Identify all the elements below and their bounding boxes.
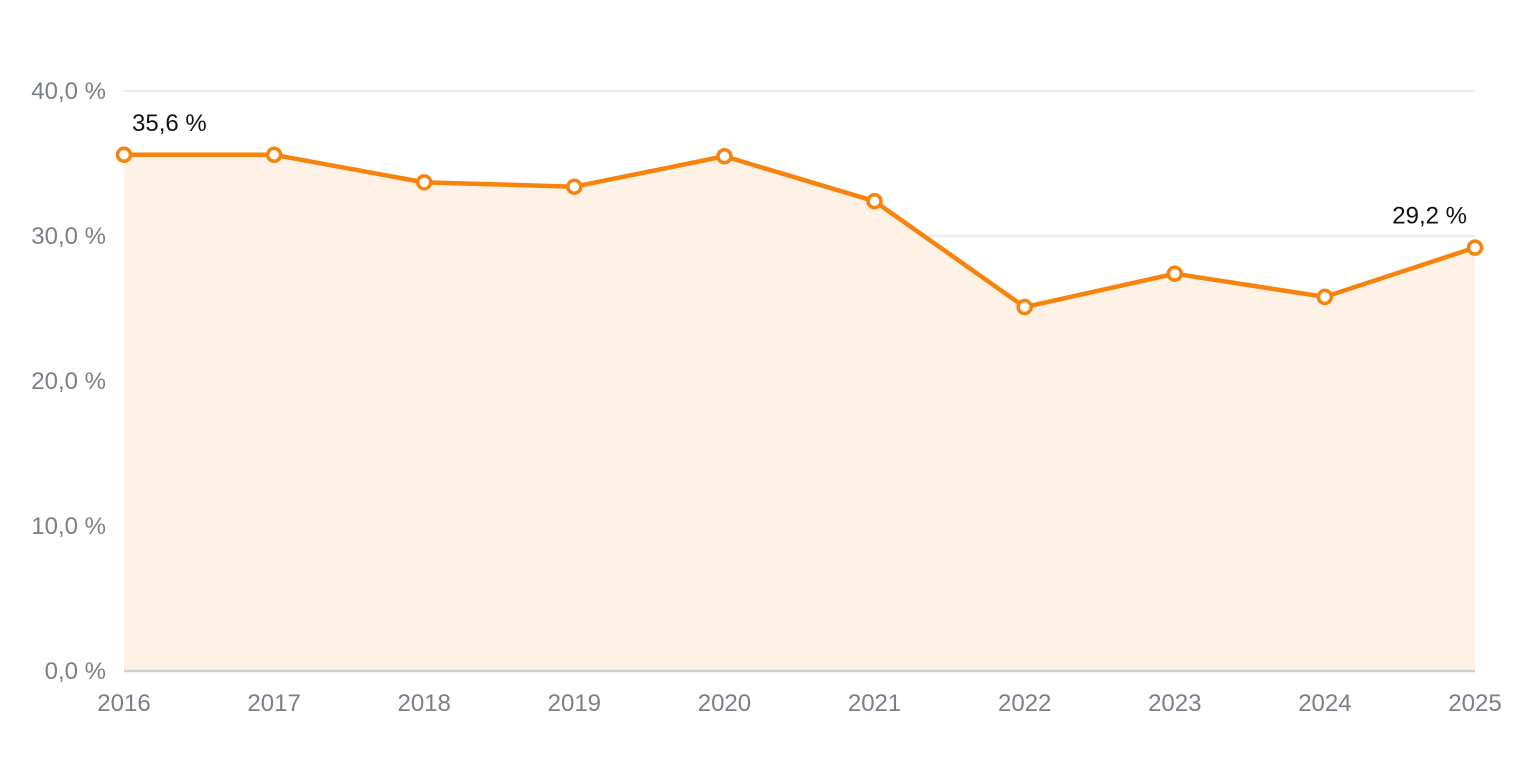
data-point-2020[interactable]: [716, 148, 733, 165]
x-tick-label-2020: 2020: [698, 690, 751, 717]
data-point-2016[interactable]: [115, 146, 133, 164]
y-tick-label: 30,0 %: [31, 223, 106, 250]
data-point-2024[interactable]: [1316, 288, 1334, 306]
data-point-2018[interactable]: [415, 174, 433, 191]
x-tick-label-2021: 2021: [848, 690, 901, 717]
x-tick-label-2019: 2019: [548, 690, 601, 717]
x-tick-label-2017: 2017: [247, 690, 300, 717]
data-label-2016: 35,6 %: [132, 110, 207, 137]
data-point-2021[interactable]: [866, 192, 883, 210]
data-label-2025: 29,2 %: [1392, 203, 1467, 230]
data-point-2025[interactable]: [1466, 239, 1484, 256]
data-labels: 35,6 % 29,2 %: [132, 110, 1467, 230]
x-tick-label-2023: 2023: [1148, 690, 1201, 717]
series-line: [121, 152, 1478, 310]
x-axis-labels: 2016 2017 2018 2019 2020 2021 2022 2023 2024 2025: [97, 690, 1501, 717]
x-tick-label-2016: 2016: [97, 690, 150, 717]
data-points: [115, 146, 1484, 316]
y-tick-label: 20,0 %: [31, 368, 106, 395]
y-tick-label: 0,0 %: [45, 658, 106, 685]
y-tick-label: 10,0 %: [31, 513, 106, 540]
x-tick-label-2022: 2022: [998, 690, 1051, 717]
y-tick-label: 40,0 %: [31, 78, 106, 105]
y-axis-labels: 0,0 % 10,0 % 20,0 % 30,0 % 40,0 %: [31, 78, 106, 685]
x-tick-label-2025: 2025: [1448, 690, 1501, 717]
x-tick-label-2018: 2018: [398, 690, 451, 717]
area-fill-path: [124, 154, 1475, 672]
data-point-2022[interactable]: [1016, 298, 1033, 316]
x-tick-label-2024: 2024: [1298, 690, 1351, 717]
data-point-2023[interactable]: [1166, 265, 1184, 282]
area-fill: [124, 154, 1475, 672]
data-point-2017[interactable]: [265, 146, 283, 164]
data-point-2019[interactable]: [566, 178, 583, 195]
series-line-path: [121, 152, 1478, 310]
